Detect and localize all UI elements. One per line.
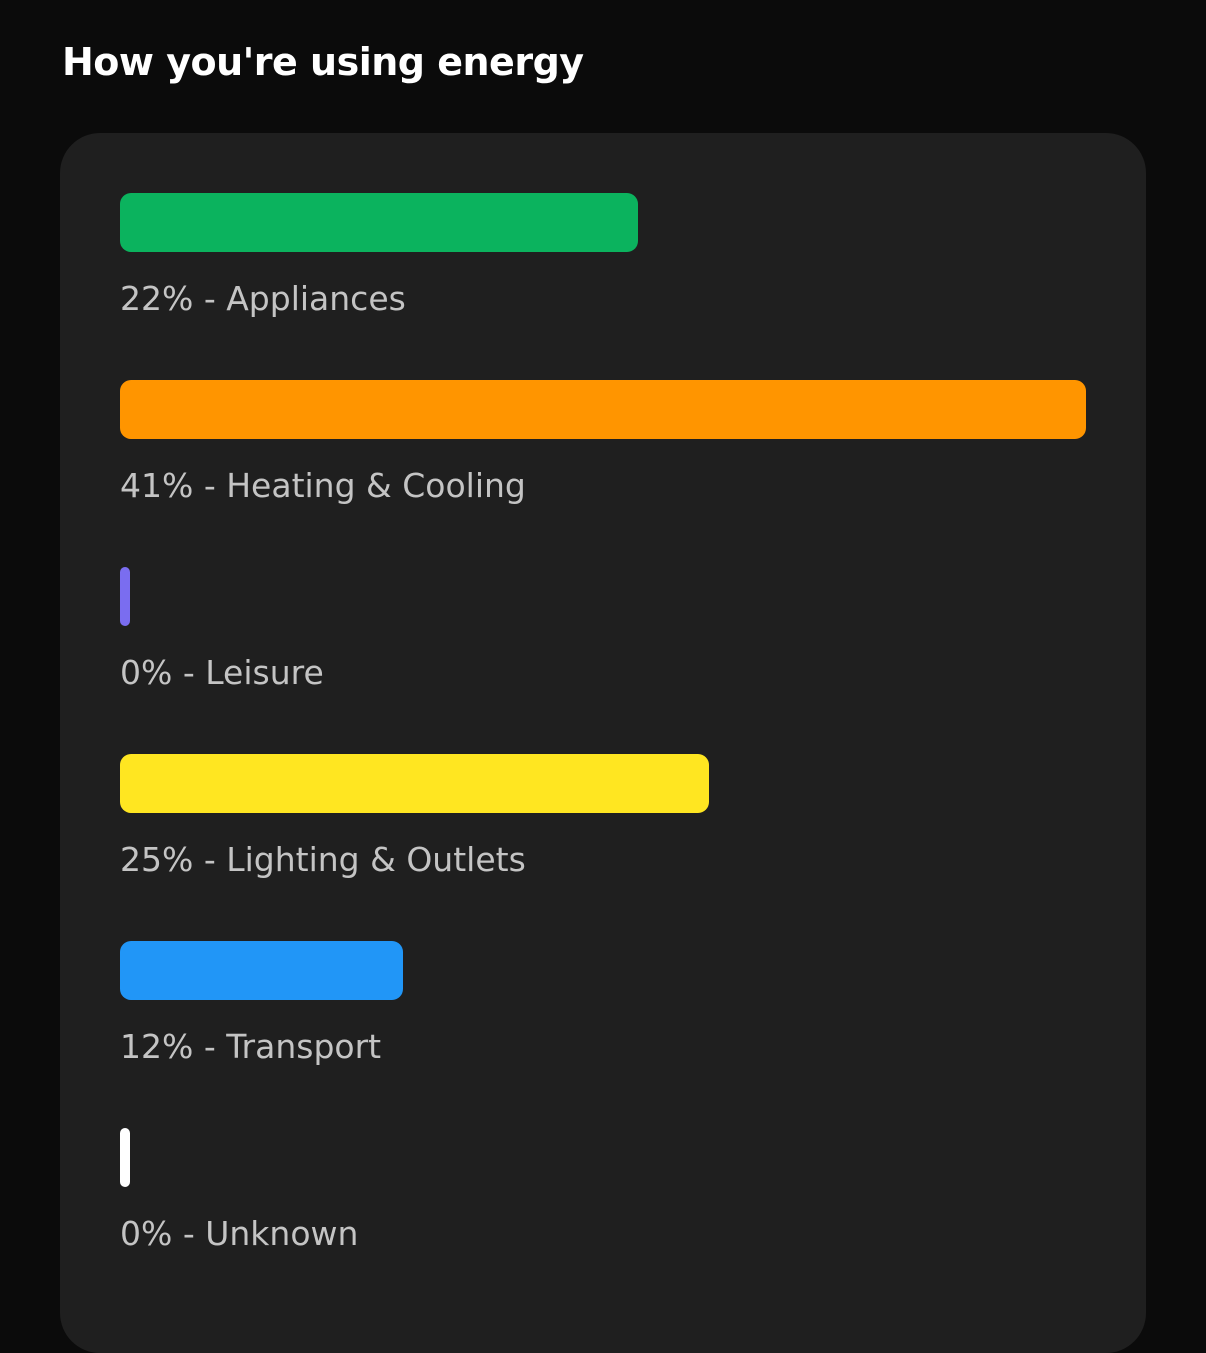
page-title: How you're using energy bbox=[62, 40, 584, 84]
bar bbox=[120, 193, 638, 252]
bar-row-heating-cooling: 41% - Heating & Cooling bbox=[120, 380, 1086, 505]
bar-label: 12% - Transport bbox=[120, 1027, 382, 1066]
bar-row-appliances: 22% - Appliances bbox=[120, 193, 638, 318]
bar-label: 0% - Unknown bbox=[120, 1214, 359, 1253]
bar-label: 25% - Lighting & Outlets bbox=[120, 840, 526, 879]
bar-row-unknown: 0% - Unknown bbox=[120, 1128, 358, 1253]
bar-row-transport: 12% - Transport bbox=[120, 941, 403, 1066]
bar-row-lighting-outlets: 25% - Lighting & Outlets bbox=[120, 754, 709, 879]
bar-label: 0% - Leisure bbox=[120, 653, 324, 692]
bar-label: 41% - Heating & Cooling bbox=[120, 466, 526, 505]
energy-usage-card: 22% - Appliances 41% - Heating & Cooling 0… bbox=[60, 133, 1146, 1353]
bar-row-leisure: 0% - Leisure bbox=[120, 567, 324, 692]
bar bbox=[120, 754, 709, 813]
bar bbox=[120, 1128, 130, 1187]
bar-label: 22% - Appliances bbox=[120, 279, 406, 318]
bar bbox=[120, 380, 1086, 439]
bar bbox=[120, 567, 130, 626]
bar bbox=[120, 941, 403, 1000]
